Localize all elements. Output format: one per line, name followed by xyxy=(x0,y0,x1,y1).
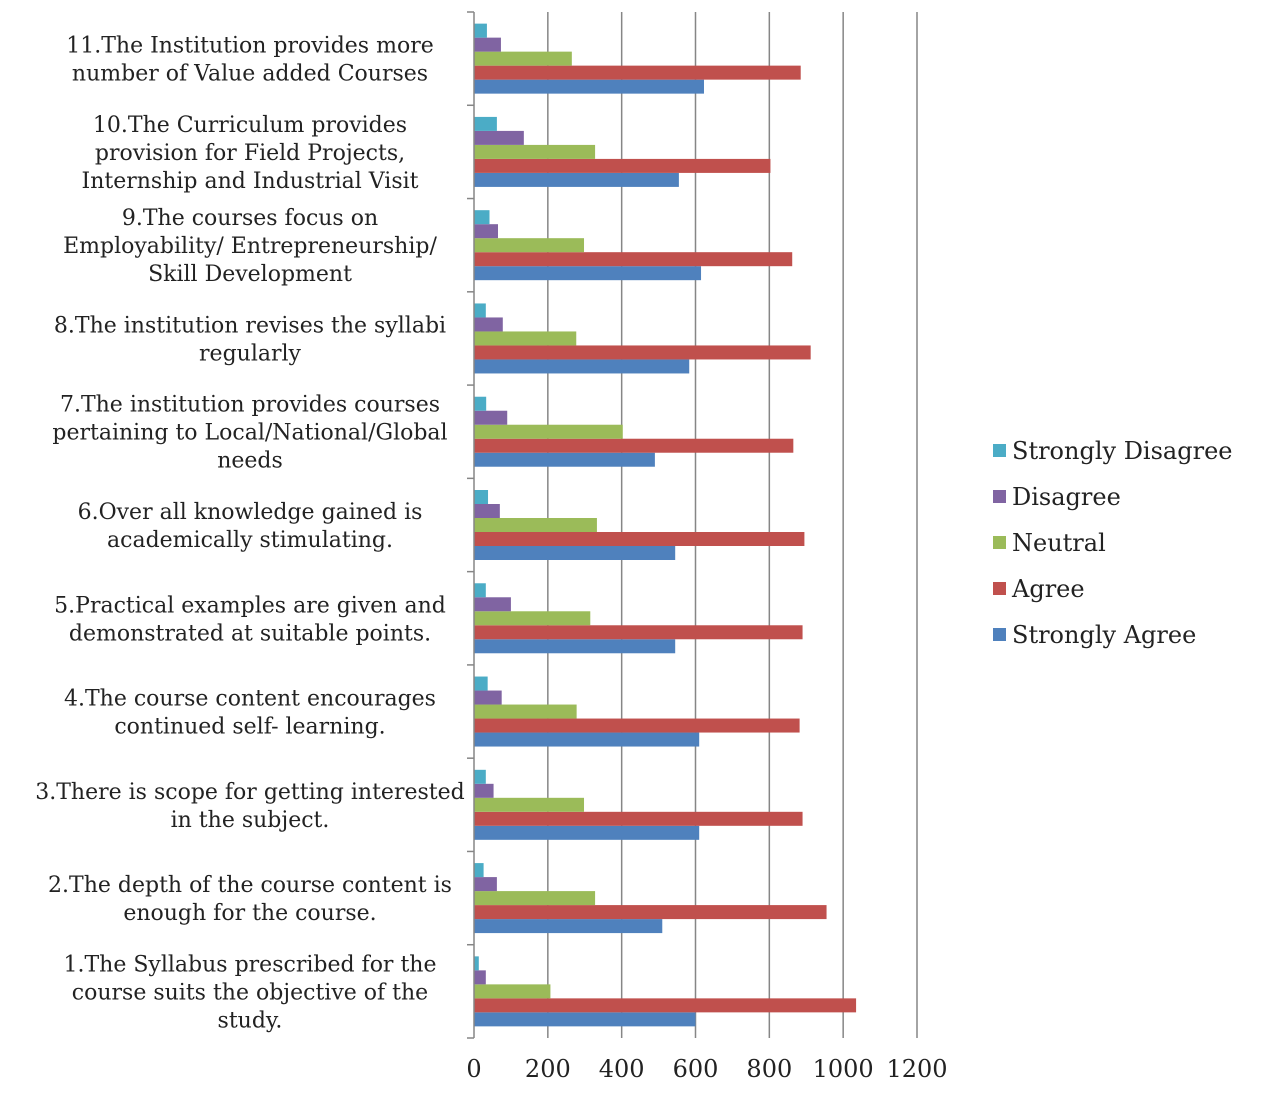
bar-strongly-disagree xyxy=(474,396,487,411)
category-label: 1.The Syllabus prescribed for the course … xyxy=(64,952,437,1033)
x-tick-label: 1200 xyxy=(886,1055,947,1083)
bar-strongly-agree xyxy=(474,79,704,94)
bar-strongly-disagree xyxy=(474,210,490,225)
bar-agree xyxy=(474,158,771,173)
bar-agree xyxy=(474,811,803,826)
bar-strongly-disagree xyxy=(474,863,484,878)
category-label: 6.Over all knowledge gained is academical… xyxy=(78,500,423,553)
bar-strongly-disagree xyxy=(474,583,486,598)
legend-label: Agree xyxy=(1011,575,1085,603)
legend-label: Neutral xyxy=(1012,529,1106,557)
x-tick-label: 1000 xyxy=(813,1055,874,1083)
bar-strongly-agree xyxy=(474,732,700,747)
category-label: 10.The Curriculum provides provision for … xyxy=(82,113,419,194)
bar-neutral xyxy=(474,891,596,906)
bar-strongly-agree xyxy=(474,825,700,840)
bar-agree xyxy=(474,905,827,920)
legend-label: Strongly Disagree xyxy=(1012,437,1232,465)
bars xyxy=(474,23,857,1027)
bar-disagree xyxy=(474,877,497,892)
bar-strongly-disagree xyxy=(474,23,487,38)
legend: Strongly Disagree Disagree Neutral Agree Str… xyxy=(993,437,1232,649)
bar-disagree xyxy=(474,597,511,612)
x-tick-label: 200 xyxy=(525,1055,571,1083)
bar-strongly-disagree xyxy=(474,769,486,784)
bar-neutral xyxy=(474,331,577,346)
bar-neutral xyxy=(474,518,597,532)
bar-neutral xyxy=(474,238,585,253)
bar-neutral xyxy=(474,704,577,719)
bar-agree xyxy=(474,438,794,453)
legend-swatch xyxy=(993,536,1006,549)
bar-neutral xyxy=(474,797,585,812)
bar-disagree xyxy=(474,970,486,985)
x-tick-label: 600 xyxy=(673,1055,719,1083)
bar-strongly-agree xyxy=(474,452,655,467)
bar-strongly-agree xyxy=(474,546,676,560)
bar-agree xyxy=(474,345,811,360)
x-tick-label: 800 xyxy=(746,1055,792,1083)
bar-strongly-agree xyxy=(474,172,679,187)
legend-swatch xyxy=(993,582,1006,595)
legend-swatch xyxy=(993,490,1006,503)
bar-disagree xyxy=(474,690,502,705)
category-labels: 1.The Syllabus prescribed for the course … xyxy=(35,34,464,1034)
x-tick-label: 0 xyxy=(466,1055,481,1083)
legend-label: Strongly Agree xyxy=(1012,621,1196,649)
bar-neutral xyxy=(474,424,623,439)
bar-strongly-disagree xyxy=(474,490,489,504)
category-label: 11.The Institution provides more number o… xyxy=(66,34,434,87)
legend-label: Disagree xyxy=(1012,483,1121,511)
bar-neutral xyxy=(474,611,591,626)
bar-disagree xyxy=(474,410,508,425)
bar-disagree xyxy=(474,37,501,52)
category-label: 4.The course content encourages continued… xyxy=(64,687,436,740)
category-label: 8.The institution revises the syllabi reg… xyxy=(54,313,446,366)
bar-disagree xyxy=(474,783,494,798)
bar-disagree xyxy=(474,130,524,145)
bar-agree xyxy=(474,718,800,733)
bar-agree xyxy=(474,625,803,640)
bar-strongly-disagree xyxy=(474,303,486,318)
category-label: 7.The institution provides courses pertai… xyxy=(52,393,447,474)
legend-swatch xyxy=(993,628,1006,641)
bar-strongly-agree xyxy=(474,266,702,281)
bar-agree xyxy=(474,65,801,80)
bar-disagree xyxy=(474,317,503,332)
bar-neutral xyxy=(474,51,572,66)
bar-strongly-disagree xyxy=(474,956,479,971)
category-label: 5.Practical examples are given and demons… xyxy=(54,593,446,646)
legend-swatch xyxy=(993,444,1006,457)
bar-agree xyxy=(474,252,793,267)
x-tick-label: 400 xyxy=(599,1055,645,1083)
bar-strongly-agree xyxy=(474,639,676,654)
bar-strongly-agree xyxy=(474,919,663,934)
category-label: 3.There is scope for getting interested i… xyxy=(35,780,464,833)
bar-agree xyxy=(474,532,805,546)
category-label: 2.The depth of the course content is enou… xyxy=(48,873,452,926)
bar-strongly-disagree xyxy=(474,676,488,691)
category-axis xyxy=(467,11,475,1039)
bar-neutral xyxy=(474,984,551,999)
bar-agree xyxy=(474,998,857,1013)
bar-disagree xyxy=(474,504,500,518)
bar-strongly-agree xyxy=(474,1012,696,1027)
bar-strongly-disagree xyxy=(474,116,497,131)
bar-strongly-agree xyxy=(474,359,690,374)
category-label: 9.The courses focus on Employability/ Ent… xyxy=(63,206,437,287)
bar-disagree xyxy=(474,224,498,239)
bar-neutral xyxy=(474,144,596,159)
value-axis-labels: 0 200 400 600 800 1000 1200 xyxy=(466,1055,947,1083)
